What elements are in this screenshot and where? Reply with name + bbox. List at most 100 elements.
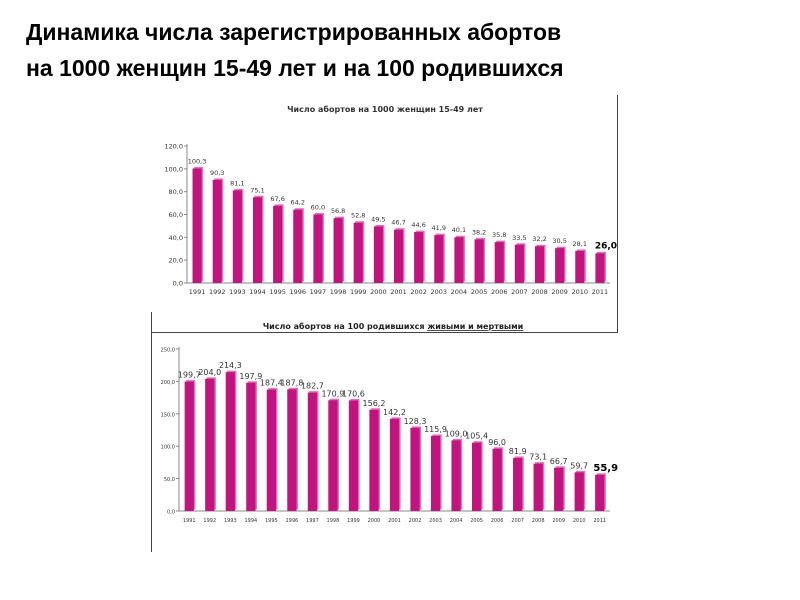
chart-1-bar <box>434 235 444 283</box>
chart-1-category-label: 1996 <box>290 288 307 296</box>
chart-1-bar <box>393 229 404 283</box>
chart-2-bar <box>266 389 276 511</box>
chart-1-bar-group <box>192 166 204 283</box>
chart-2-value-label: 59,7 <box>570 461 588 470</box>
chart-2-bar <box>451 440 461 511</box>
chart-1-bar-group <box>575 249 586 283</box>
chart-1-category-label: 1997 <box>310 288 327 296</box>
chart-1-title: Число абортов на 1000 женщин 15-49 лет <box>287 104 483 114</box>
chart-1-bar <box>353 222 363 283</box>
chart-2-svg: Число абортов на 100 родившихся живыми и… <box>161 321 618 524</box>
chart-2-bar <box>205 378 215 511</box>
chart-2-category-label: 2011 <box>593 518 606 524</box>
chart-1-category-label: 2002 <box>410 288 427 296</box>
chart-2-bar <box>184 381 194 511</box>
chart-2-category-label: 2001 <box>388 518 401 524</box>
chart-1-bar <box>595 253 605 283</box>
chart-1-y-tick-label: 40,0 <box>169 234 183 242</box>
chart-2-bar-group <box>410 426 422 511</box>
chart-2-category-label: 1992 <box>203 518 216 524</box>
chart-2-bar <box>574 472 584 511</box>
chart-2-value-label: 170,6 <box>342 389 365 398</box>
chart-1-value-label: 64,2 <box>291 199 305 207</box>
chart-2-bar <box>410 427 420 511</box>
chart-2-bar <box>554 467 564 511</box>
chart-2-bar-group <box>348 398 360 511</box>
chart-2-category-label: 1991 <box>183 518 196 524</box>
chart-1-bar <box>534 246 545 283</box>
chart-2-bar-group <box>595 473 606 511</box>
chart-1-value-label: 46,7 <box>391 219 405 227</box>
chart-2-bar-group <box>205 377 216 511</box>
chart-2-value-label: 73,1 <box>529 453 547 462</box>
chart-1-category-label: 1995 <box>269 288 286 296</box>
chart-1-value-label: 32,2 <box>532 235 546 243</box>
chart-2-bar-group <box>471 441 483 511</box>
chart-1-bar-group <box>313 213 324 283</box>
chart-2-bar <box>328 400 338 511</box>
chart-2-bar-group <box>533 462 545 511</box>
chart-1-value-label: 28,1 <box>573 240 587 248</box>
chart-2-value-label: 109,0 <box>445 429 468 438</box>
chart-1-bar-group <box>353 221 365 283</box>
chart-2-bar-group <box>451 438 463 511</box>
chart-1-category-label: 1999 <box>350 288 367 296</box>
chart-2-category-label: 2002 <box>409 518 422 524</box>
chart-2-value-label: 214,3 <box>219 361 242 370</box>
chart-2-category-label: 1993 <box>224 518 237 524</box>
chart-1-bar <box>313 214 323 283</box>
chart-2-bar <box>389 418 400 511</box>
chart-2-bar <box>307 392 318 511</box>
chart-1-value-label: 44,6 <box>411 221 425 229</box>
chart-1-y-tick-label: 100,0 <box>164 165 183 173</box>
chart-2-value-label: 81,9 <box>509 447 527 456</box>
chart-2-bar <box>471 442 482 511</box>
chart-2-bar-group <box>430 434 442 511</box>
chart-1-value-label: 90,3 <box>210 169 224 177</box>
chart-2-left-border <box>151 312 152 552</box>
chart-1-value-label: 26,0 <box>595 241 617 251</box>
chart-1-bar <box>232 190 242 283</box>
chart-1-y-tick-label: 60,0 <box>169 211 183 219</box>
chart-2-y-tick-label: 200,0 <box>161 380 175 386</box>
chart-2-category-label: 2008 <box>532 518 545 524</box>
chart-1-bottom-border <box>152 332 618 333</box>
chart-1-bar-group <box>514 243 526 283</box>
chart-1-category-label: 2001 <box>390 288 407 296</box>
chart-1-bar-group <box>393 228 405 283</box>
chart-1-bar <box>293 209 303 283</box>
chart-2-bar-group <box>246 381 257 511</box>
chart-2-category-label: 1999 <box>347 518 360 524</box>
chart-1-bar <box>373 226 383 283</box>
chart-1-value-label: 75,1 <box>250 186 264 194</box>
chart-2-bar-group <box>574 470 586 511</box>
chart-2-bar <box>225 372 235 511</box>
chart-2-category-label: 1995 <box>265 518 278 524</box>
chart-2-category-label: 2004 <box>450 518 463 524</box>
chart-2-value-label: 66,7 <box>550 457 568 466</box>
chart-2-category-label: 1994 <box>244 518 257 524</box>
chart-2-bar <box>430 435 441 511</box>
chart-2-bar-group <box>492 447 504 511</box>
chart-2-title-prefix: Число абортов на 100 родившихся <box>263 321 428 331</box>
chart-1-category-label: 1993 <box>229 288 246 296</box>
chart-2-bar-group <box>389 417 401 511</box>
chart-2-value-label: 197,9 <box>239 372 262 381</box>
chart-2-value-label: 105,4 <box>465 432 488 441</box>
chart-1-bar <box>212 179 222 283</box>
chart-2-value-label: 115,9 <box>424 425 447 434</box>
chart-1-bar <box>474 239 484 283</box>
chart-1-value-label: 49,5 <box>371 215 385 223</box>
chart-1-right-border <box>617 95 618 333</box>
chart-2-y-tick-label: 50,0 <box>164 477 175 483</box>
chart-2-bar-group <box>369 408 381 511</box>
chart-2-category-label: 2005 <box>470 518 483 524</box>
chart-2-bar <box>513 457 523 511</box>
chart-1-bar-group <box>555 246 566 283</box>
chart-2-bar-group <box>266 388 278 511</box>
chart-1-value-label: 56,8 <box>331 207 345 215</box>
chart-2-bar <box>369 409 379 511</box>
chart-2-bar <box>287 389 297 511</box>
chart-1-bar-group <box>414 230 425 283</box>
chart-1-bar-group <box>232 188 244 283</box>
